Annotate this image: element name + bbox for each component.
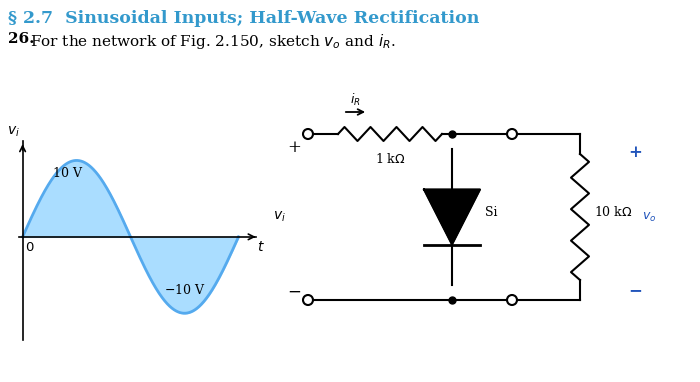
Text: $v_i$: $v_i$ <box>273 210 286 224</box>
Polygon shape <box>424 189 480 244</box>
Text: 10 V: 10 V <box>53 167 83 180</box>
Text: $0$: $0$ <box>25 241 35 254</box>
Text: +: + <box>287 139 301 156</box>
Text: −: − <box>287 284 301 301</box>
Text: § 2.7  Sinusoidal Inputs; Half-Wave Rectification: § 2.7 Sinusoidal Inputs; Half-Wave Recti… <box>8 10 480 27</box>
Text: +: + <box>628 144 642 161</box>
Text: Si: Si <box>485 206 498 219</box>
Text: $t$: $t$ <box>258 240 265 254</box>
Text: $i_R$: $i_R$ <box>350 92 361 108</box>
Text: −: − <box>628 282 642 299</box>
Text: $-$10 V: $-$10 V <box>164 283 205 297</box>
Text: $v_o$: $v_o$ <box>642 210 657 223</box>
Text: 10 k$\Omega$: 10 k$\Omega$ <box>594 205 633 219</box>
Text: 26.: 26. <box>8 32 34 46</box>
Text: 1 k$\Omega$: 1 k$\Omega$ <box>374 152 405 166</box>
Text: For the network of Fig. 2.150, sketch $v_o$ and $i_R$.: For the network of Fig. 2.150, sketch $v… <box>30 32 395 51</box>
Text: $v_i$: $v_i$ <box>7 125 20 139</box>
